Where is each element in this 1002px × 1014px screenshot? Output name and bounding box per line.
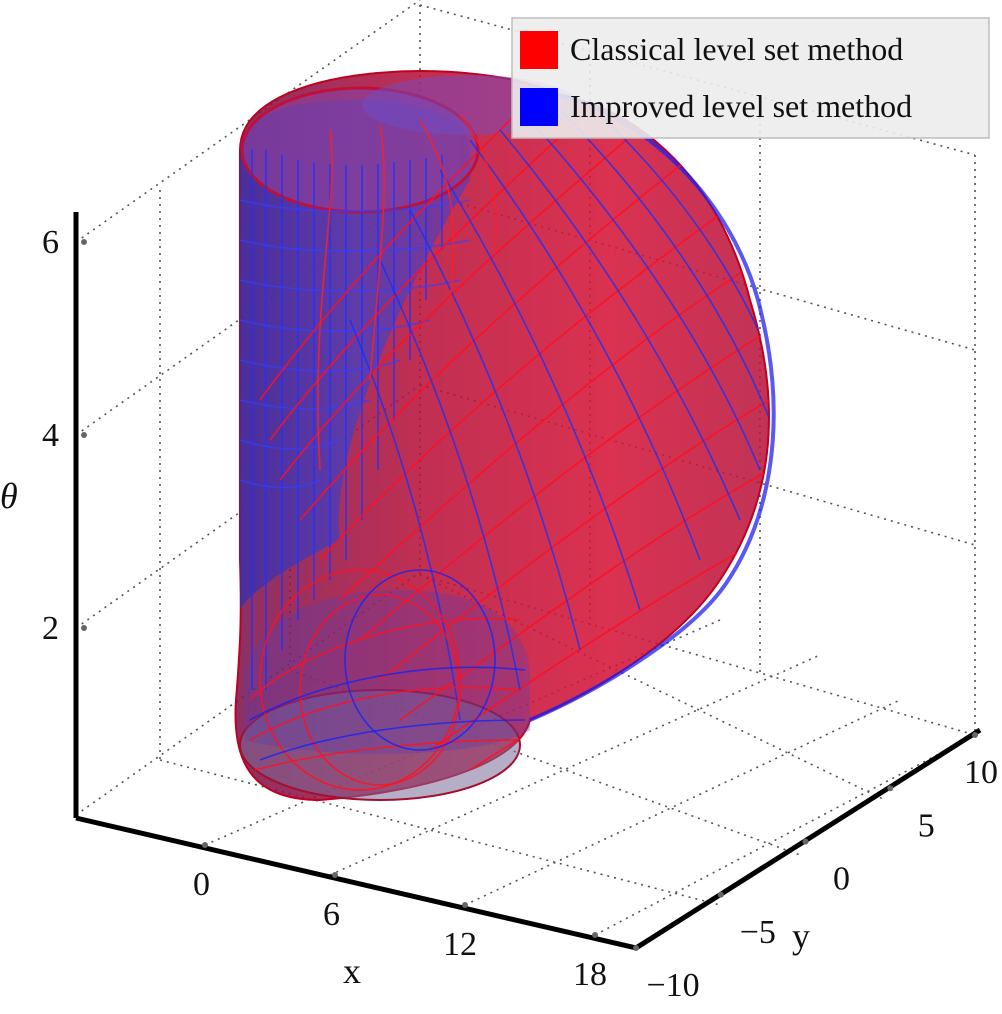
x-tick-mark xyxy=(332,872,338,878)
z-tick-mark xyxy=(81,432,87,438)
z-tick-mark xyxy=(81,625,87,631)
legend-swatch-classical xyxy=(520,31,558,69)
y-tick-mark xyxy=(972,732,978,738)
x-axis-ticks: 0 6 12 18 xyxy=(193,842,607,993)
legend-label-classical: Classical level set method xyxy=(570,31,903,67)
y-tick-mark xyxy=(633,945,639,951)
y-axis-label: y xyxy=(792,916,810,956)
z-tick-label: 4 xyxy=(42,417,59,454)
y-tick-label: −5 xyxy=(740,914,776,951)
legend: Classical level set method Improved leve… xyxy=(511,17,990,139)
legend-label-improved: Improved level set method xyxy=(570,88,912,124)
z-axis-ticks: 2 4 6 xyxy=(42,224,87,647)
legend-box xyxy=(511,17,990,139)
x-tick-label: 6 xyxy=(323,896,340,933)
z-tick-mark xyxy=(81,239,87,245)
y-tick-label: 10 xyxy=(964,754,998,791)
y-tick-label: 0 xyxy=(833,861,850,898)
x-tick-mark xyxy=(462,902,468,908)
axes xyxy=(73,212,982,951)
x-axis-label: x xyxy=(343,951,361,991)
x-axis-line xyxy=(75,815,637,951)
y-tick-mark xyxy=(802,838,809,845)
y-tick-label: −10 xyxy=(647,967,700,1004)
z-tick-label: 6 xyxy=(42,224,59,261)
surface-plot xyxy=(234,70,776,802)
y-tick-mark xyxy=(887,785,894,792)
legend-swatch-improved xyxy=(520,88,558,126)
y-tick-label: 5 xyxy=(918,807,935,844)
x-tick-label: 12 xyxy=(443,926,477,963)
z-axis-label: θ xyxy=(0,476,18,516)
y-axis-ticks: −10 −5 0 5 10 xyxy=(633,732,998,1004)
z-tick-label: 2 xyxy=(42,610,59,647)
y-axis-line xyxy=(634,727,982,951)
x-tick-label: 18 xyxy=(573,956,607,993)
y-tick-mark xyxy=(717,891,724,898)
x-tick-mark xyxy=(202,842,208,848)
x-tick-label: 0 xyxy=(193,866,210,903)
x-tick-mark xyxy=(592,932,598,938)
